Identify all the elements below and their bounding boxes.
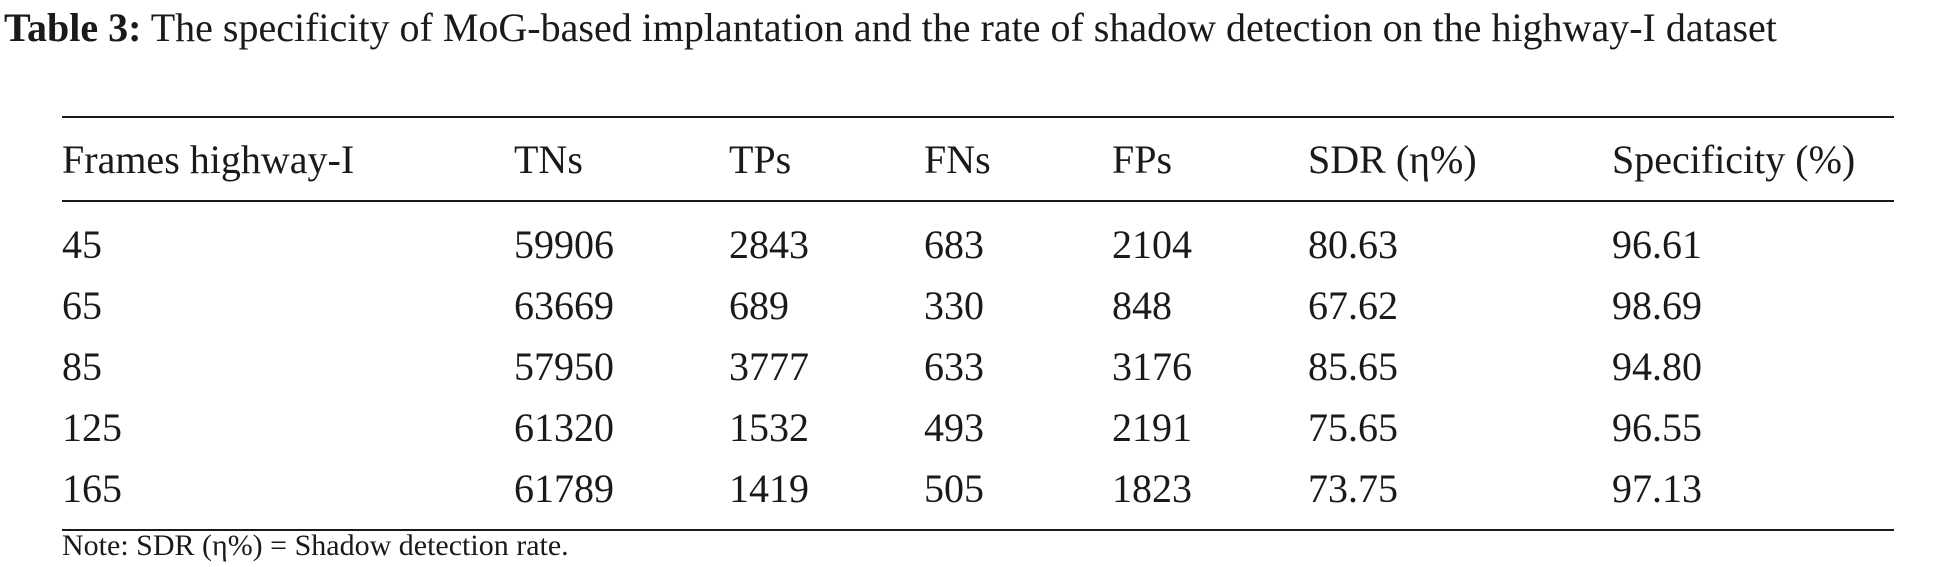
cell-sdr: 85.65 xyxy=(1308,344,1398,389)
cell-fns: 633 xyxy=(924,344,984,389)
header-frames: Frames highway-I xyxy=(62,136,355,182)
table-body: 45 59906 2843 683 2104 80.63 96.61 65 63… xyxy=(62,201,1894,530)
cell-sdr: 75.65 xyxy=(1308,405,1398,450)
cell-frames: 65 xyxy=(62,283,102,328)
cell-tns: 57950 xyxy=(514,344,614,389)
table-header: Frames highway-I TNs TPs FNs FPs SDR (η%… xyxy=(62,117,1894,201)
cell-tps: 2843 xyxy=(729,222,809,267)
table-row: 85 57950 3777 633 3176 85.65 94.80 xyxy=(62,336,1894,397)
header-fps: FPs xyxy=(1112,136,1173,182)
table-row: 45 59906 2843 683 2104 80.63 96.61 xyxy=(62,201,1894,275)
cell-sdr: 80.63 xyxy=(1308,222,1398,267)
cell-fps: 2191 xyxy=(1112,405,1192,450)
header-tps: TPs xyxy=(729,136,792,182)
table-row: 165 61789 1419 505 1823 73.75 97.13 xyxy=(62,458,1894,530)
header-fns: FNs xyxy=(924,136,991,182)
cell-fns: 505 xyxy=(924,466,984,511)
cell-specificity: 97.13 xyxy=(1612,466,1702,511)
cell-tns: 61789 xyxy=(514,466,614,511)
table-caption: Table 3: The specificity of MoG-based im… xyxy=(4,4,1944,52)
table-row: 125 61320 1532 493 2191 75.65 96.55 xyxy=(62,397,1894,458)
cell-frames: 45 xyxy=(62,222,102,267)
cell-sdr: 73.75 xyxy=(1308,466,1398,511)
header-specificity: Specificity (%) xyxy=(1612,136,1856,182)
cell-tns: 61320 xyxy=(514,405,614,450)
cell-fns: 683 xyxy=(924,222,984,267)
cell-fps: 1823 xyxy=(1112,466,1192,511)
results-table-container: Frames highway-I TNs TPs FNs FPs SDR (η%… xyxy=(62,116,1894,531)
cell-tps: 1419 xyxy=(729,466,809,511)
cell-specificity: 94.80 xyxy=(1612,344,1702,389)
cell-tps: 3777 xyxy=(729,344,809,389)
header-sdr: SDR (η%) xyxy=(1308,136,1477,182)
table-note: Note: SDR (η%) = Shadow detection rate. xyxy=(62,529,569,562)
cell-specificity: 96.61 xyxy=(1612,222,1702,267)
cell-fps: 848 xyxy=(1112,283,1172,328)
header-row: Frames highway-I TNs TPs FNs FPs SDR (η%… xyxy=(62,117,1894,201)
cell-specificity: 96.55 xyxy=(1612,405,1702,450)
table-row: 65 63669 689 330 848 67.62 98.69 xyxy=(62,275,1894,336)
cell-frames: 165 xyxy=(62,466,122,511)
table-caption-text: The specificity of MoG-based implantatio… xyxy=(150,5,1777,50)
cell-tns: 59906 xyxy=(514,222,614,267)
cell-fps: 2104 xyxy=(1112,222,1192,267)
cell-specificity: 98.69 xyxy=(1612,283,1702,328)
cell-fps: 3176 xyxy=(1112,344,1192,389)
cell-sdr: 67.62 xyxy=(1308,283,1398,328)
results-table: Frames highway-I TNs TPs FNs FPs SDR (η%… xyxy=(62,116,1894,531)
header-tns: TNs xyxy=(514,136,583,182)
cell-frames: 85 xyxy=(62,344,102,389)
cell-fns: 330 xyxy=(924,283,984,328)
cell-frames: 125 xyxy=(62,405,122,450)
table-caption-label: Table 3: xyxy=(4,5,142,50)
cell-tns: 63669 xyxy=(514,283,614,328)
cell-tps: 1532 xyxy=(729,405,809,450)
cell-fns: 493 xyxy=(924,405,984,450)
cell-tps: 689 xyxy=(729,283,789,328)
